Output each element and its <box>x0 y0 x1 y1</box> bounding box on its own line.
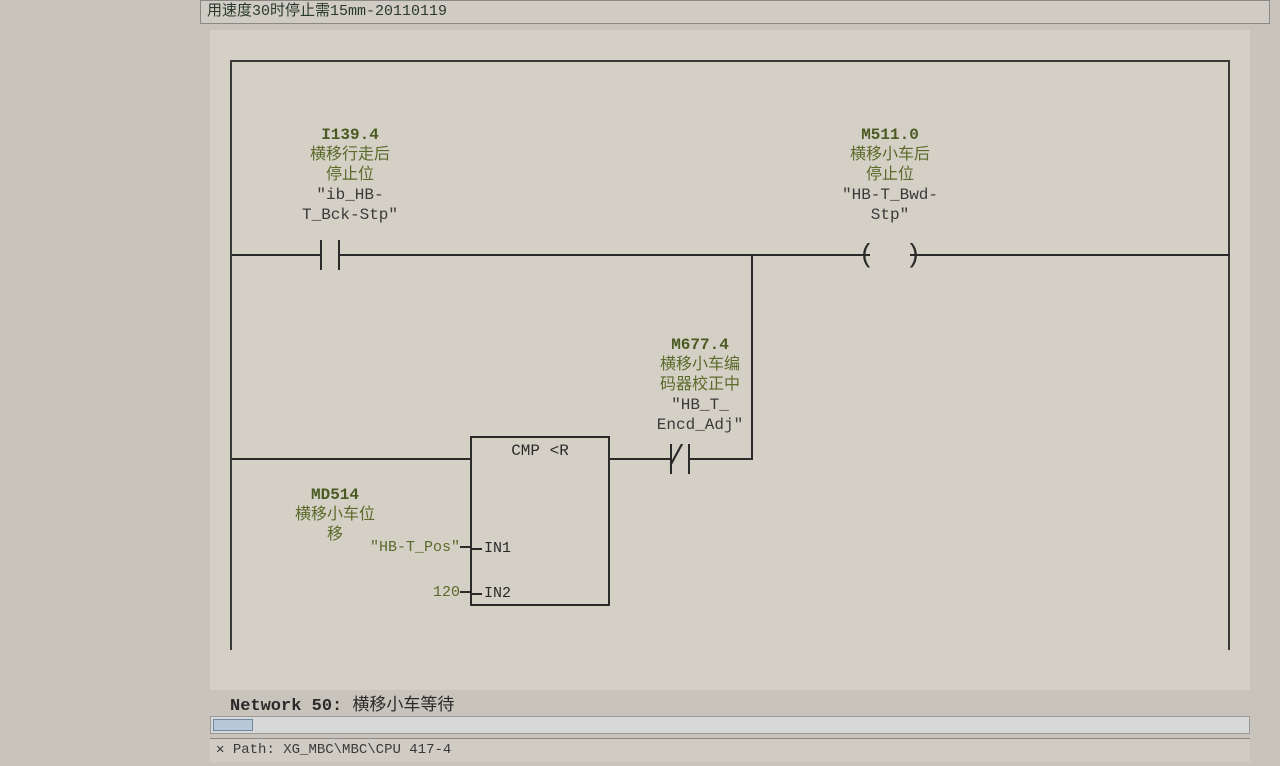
desc-line-2: 停止位 <box>800 165 980 185</box>
cmp-in1-symbol: "HB-T_Pos" <box>300 539 460 556</box>
wire <box>610 458 650 460</box>
symbol-line-2: Stp" <box>800 205 980 225</box>
wire <box>232 254 300 256</box>
ladder-editor[interactable]: I139.4 横移行走后 停止位 "ib_HB- T_Bck-Stp" M511… <box>210 30 1250 690</box>
address: M511.0 <box>800 125 980 145</box>
compare-block[interactable]: CMP <R IN1 IN2 <box>470 436 610 606</box>
network-label: Network 50: 横移小车等待 <box>230 690 454 716</box>
status-path-icon: ✕ <box>216 742 233 758</box>
status-path: Path: XG_MBC\MBC\CPU 417-4 <box>233 742 451 758</box>
cmp-in2-value: 120 <box>360 584 460 601</box>
contact-label-nc1: M677.4 横移小车编 码器校正中 "HB_T_ Encd_Adj" <box>610 335 790 435</box>
desc-line-1: 横移小车编 <box>610 355 790 375</box>
window-title-text: 用速度30时停止需15mm-20110119 <box>207 3 447 20</box>
desc-line-2: 停止位 <box>270 165 430 185</box>
symbol-line-2: Encd_Adj" <box>610 415 790 435</box>
wire <box>710 458 753 460</box>
network-title: 横移小车等待 <box>352 697 454 716</box>
desc-line-1: 横移小车位 <box>260 505 410 525</box>
desc-line-1: 横移行走后 <box>270 145 430 165</box>
address: MD514 <box>260 485 410 505</box>
status-bar: ✕ Path: XG_MBC\MBC\CPU 417-4 <box>210 738 1250 762</box>
pin-wire <box>460 591 470 593</box>
symbol-line-1: "HB_T_ <box>610 395 790 415</box>
horizontal-scrollbar[interactable] <box>210 716 1250 734</box>
pin-wire <box>460 546 470 548</box>
desc-line-1: 横移小车后 <box>800 145 980 165</box>
address: M677.4 <box>610 335 790 355</box>
wire <box>753 254 853 256</box>
wire <box>930 254 1230 256</box>
desc-line-2: 码器校正中 <box>610 375 790 395</box>
wire-branch2-left <box>232 458 470 460</box>
wire <box>360 254 753 256</box>
coil-output[interactable]: ( ) <box>850 240 930 270</box>
scroll-thumb[interactable] <box>213 719 253 731</box>
symbol-line-2: T_Bck-Stp" <box>270 205 430 225</box>
coil-label: M511.0 横移小车后 停止位 "HB-T_Bwd- Stp" <box>800 125 980 225</box>
cmp-in1-value-label: MD514 横移小车位 移 <box>260 485 410 545</box>
contact-nc-m677[interactable]: / <box>650 444 710 474</box>
window-title-bar: 用速度30时停止需15mm-20110119 <box>200 0 1270 24</box>
cmp-in2-label: IN2 <box>484 585 511 602</box>
symbol-line-1: "HB-T_Bwd- <box>800 185 980 205</box>
network-number: Network 50: <box>230 697 342 716</box>
contact-no-input1[interactable] <box>300 240 360 270</box>
symbol-line-1: "ib_HB- <box>270 185 430 205</box>
compare-title: CMP <R <box>472 438 608 460</box>
address: I139.4 <box>270 125 430 145</box>
cmp-in1-label: IN1 <box>484 540 511 557</box>
contact-label-input1: I139.4 横移行走后 停止位 "ib_HB- T_Bck-Stp" <box>270 125 430 225</box>
